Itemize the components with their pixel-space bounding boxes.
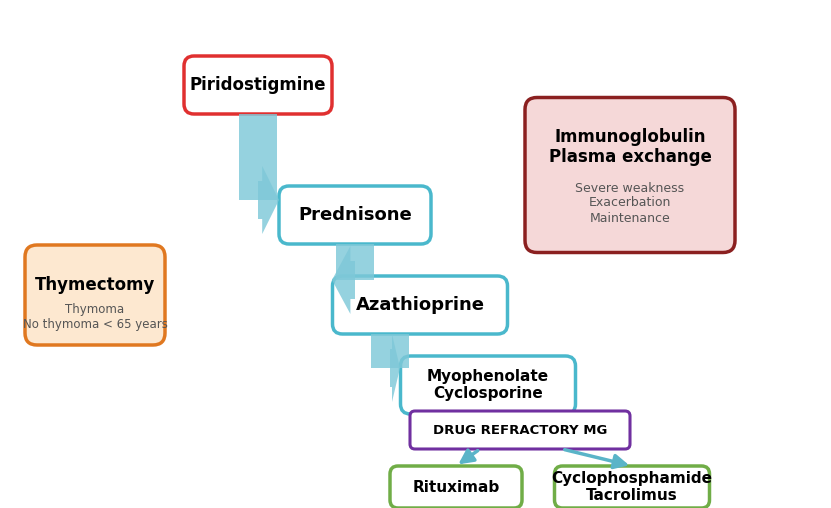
Polygon shape xyxy=(239,114,277,200)
Text: Cyclophosphamide
Tacrolimus: Cyclophosphamide Tacrolimus xyxy=(552,471,712,503)
Text: Rituximab: Rituximab xyxy=(412,480,499,494)
Text: Myophenolate
Cyclosporine: Myophenolate Cyclosporine xyxy=(427,369,549,401)
Text: Azathioprine: Azathioprine xyxy=(356,296,484,314)
Text: Thymoma
No thymoma < 65 years: Thymoma No thymoma < 65 years xyxy=(22,303,167,331)
Text: Severe weakness
Exacerbation
Maintenance: Severe weakness Exacerbation Maintenance xyxy=(575,181,685,225)
FancyBboxPatch shape xyxy=(401,356,576,414)
Polygon shape xyxy=(371,334,409,368)
FancyBboxPatch shape xyxy=(525,98,735,252)
Text: Immunoglobulin
Plasma exchange: Immunoglobulin Plasma exchange xyxy=(548,128,711,167)
Polygon shape xyxy=(332,246,355,314)
FancyBboxPatch shape xyxy=(25,245,165,345)
Text: Thymectomy: Thymectomy xyxy=(35,276,155,294)
Polygon shape xyxy=(390,334,400,402)
Text: DRUG REFRACTORY MG: DRUG REFRACTORY MG xyxy=(433,424,607,436)
FancyBboxPatch shape xyxy=(410,411,630,449)
Polygon shape xyxy=(258,166,279,234)
FancyBboxPatch shape xyxy=(279,186,431,244)
FancyBboxPatch shape xyxy=(390,466,522,508)
Text: Piridostigmine: Piridostigmine xyxy=(189,76,327,94)
FancyBboxPatch shape xyxy=(184,56,332,114)
Text: Prednisone: Prednisone xyxy=(298,206,412,224)
FancyBboxPatch shape xyxy=(332,276,508,334)
Polygon shape xyxy=(336,244,374,280)
FancyBboxPatch shape xyxy=(554,466,710,508)
